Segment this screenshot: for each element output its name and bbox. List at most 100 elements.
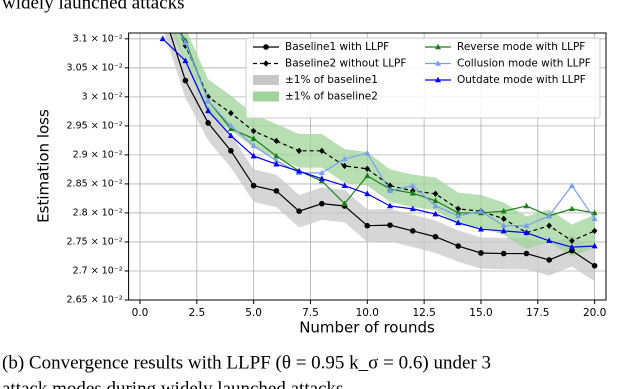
y-tick-label: 3.1 × 10⁻² [73,33,123,44]
point [546,212,553,219]
legend-swatch [253,75,279,85]
point [205,120,211,126]
point [364,222,371,229]
x-tick-label: 17.5 [526,307,549,319]
point [591,227,598,235]
point [500,207,507,214]
x-tick-label: 2.5 [188,307,205,319]
point [318,169,325,176]
point [227,132,234,139]
point [432,202,439,209]
header-text: widely launched attacks [2,0,185,13]
point [341,200,348,206]
y-tick-label: 2.9 × 10⁻² [73,149,123,160]
point [546,222,552,229]
axes-frame [128,32,607,301]
point [432,197,439,204]
point [273,137,280,145]
series-line [162,38,595,248]
point [568,205,575,212]
point [319,147,325,155]
y-axis-label: Estimation loss [35,109,53,223]
point [546,257,552,263]
caption-line: (b) Convergence results with LLPF (θ = 0… [2,352,491,373]
point [273,160,280,167]
legend-marker [435,76,441,83]
point [182,77,189,84]
point [591,209,598,216]
x-tick-label: 12.5 [412,307,435,319]
point [228,109,234,117]
point [250,135,257,141]
point [296,147,302,155]
point [341,182,348,188]
point [273,152,280,159]
point [569,237,575,244]
point [182,57,189,64]
y-tick-label: 3 × 10⁻² [82,91,123,102]
point [477,207,484,214]
legend-marker [263,44,269,50]
point [341,155,348,162]
x-tick-label: 20.0 [583,307,606,319]
point [228,148,234,154]
point [409,205,416,212]
legend-swatch [253,91,279,102]
point [250,127,257,135]
y-tick-label: 2.95 × 10⁻² [67,120,123,131]
point [432,210,439,217]
point [568,243,575,250]
series-line [180,33,595,217]
point [591,215,598,222]
y-tick-label: 2.85 × 10⁻² [67,178,123,189]
point [455,219,462,226]
y-tick-label: 3.05 × 10⁻² [67,62,123,73]
point [432,190,439,197]
legend-label: ±1% of baseline2 [285,91,378,103]
point [523,250,530,257]
point [182,42,189,49]
point [296,208,302,214]
point [500,227,507,234]
x-tick-label: 7.5 [302,307,319,319]
point [205,97,212,104]
point [182,39,189,46]
legend-label: Reverse mode with LLPF [457,41,585,53]
point [364,190,371,197]
y-tick-label: 2.75 × 10⁻² [67,236,123,247]
point [500,222,507,229]
point [455,209,462,216]
point [227,125,234,132]
point [523,222,530,229]
point [500,215,507,222]
x-axis-label: Number of rounds [299,319,435,337]
x-tick-label: 5.0 [245,307,262,319]
point [477,225,484,232]
legend-box [245,37,601,119]
band-area [164,33,595,282]
point [409,228,416,234]
legend-marker [263,60,269,67]
point [409,189,416,196]
point [387,187,394,194]
point [296,167,303,174]
point [568,182,575,188]
series-line [179,33,595,242]
series-line [178,33,596,227]
point [250,182,257,189]
point [591,242,598,249]
point [387,222,393,228]
y-tick-label: 2.65 × 10⁻² [67,295,123,306]
point [205,93,211,101]
point [318,175,325,181]
legend-label: Collusion mode with LLPF [457,58,591,70]
point [546,237,553,244]
legend-marker [435,43,441,50]
point [341,162,348,170]
point [455,205,462,213]
point [159,35,166,42]
point [432,233,439,240]
point [455,243,462,249]
point [273,157,280,163]
